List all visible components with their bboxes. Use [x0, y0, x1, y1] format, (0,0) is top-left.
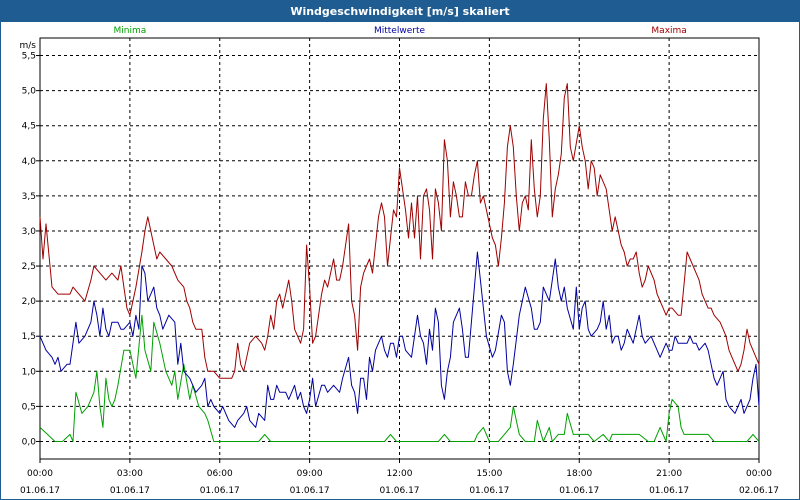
y-tick-label: 3,5: [22, 192, 36, 202]
x-tick-time-label: 03:00: [117, 469, 143, 479]
y-tick-label: 4,5: [22, 122, 36, 132]
y-tick-label: 3,0: [22, 227, 37, 237]
x-tick-time-label: 09:00: [297, 469, 323, 479]
x-tick-time-label: 06:00: [207, 469, 233, 479]
y-tick-label: 5,0: [22, 87, 37, 97]
legend-maxima: Maxima: [651, 26, 686, 36]
grid-layer: [39, 37, 760, 460]
y-tick-label: 0,0: [22, 437, 37, 447]
y-tick-label: 0,5: [22, 402, 36, 412]
y-tick-label: 1,5: [22, 332, 36, 342]
y-tick-label: 4,0: [22, 157, 37, 167]
y-axis-unit-label: m/s: [20, 41, 37, 51]
x-tick-time-label: 00:00: [746, 469, 772, 479]
y-tick-label: 1,0: [22, 367, 37, 377]
legend-layer: Minima Mittelwerte Maxima: [113, 26, 686, 36]
x-tick-date-label: 01.06.17: [20, 486, 60, 496]
series-line-minima: [39, 314, 760, 442]
x-tick-date-label: 01.06.17: [469, 486, 509, 496]
x-tick-time-label: 15:00: [476, 469, 502, 479]
axis-layer: 00:00 01.06.17 03:00 01.06.17 06:00 01.06.17 0…: [20, 41, 780, 496]
legend-minima: Minima: [113, 26, 146, 36]
y-tick-label: 2,0: [22, 297, 37, 307]
y-tick-label: 5,5: [22, 52, 36, 62]
x-tick-date-label: 01.06.17: [379, 486, 419, 496]
x-tick-time-label: 21:00: [656, 469, 682, 479]
x-tick-date-label: 01.06.17: [290, 486, 330, 496]
x-tick-date-label: 01.06.17: [200, 486, 240, 496]
series-layer: [39, 83, 760, 442]
x-tick-time-label: 18:00: [566, 469, 592, 479]
x-tick-date-label: 01.06.17: [649, 486, 689, 496]
legend-mittelwerte: Mittelwerte: [374, 26, 425, 36]
series-line-maxima: [39, 83, 760, 379]
series-line-mittelwerte: [39, 251, 760, 428]
x-tick-date-label: 02.06.17: [739, 486, 779, 496]
x-tick-time-label: 00:00: [27, 469, 53, 479]
x-tick-time-label: 12:00: [387, 469, 413, 479]
y-tick-label: 2,5: [22, 262, 36, 272]
x-tick-date-label: 01.06.17: [559, 486, 599, 496]
window-title: Windgeschwindigkeit [m/s] skaliert: [1, 1, 799, 22]
x-tick-date-label: 01.06.17: [110, 486, 150, 496]
